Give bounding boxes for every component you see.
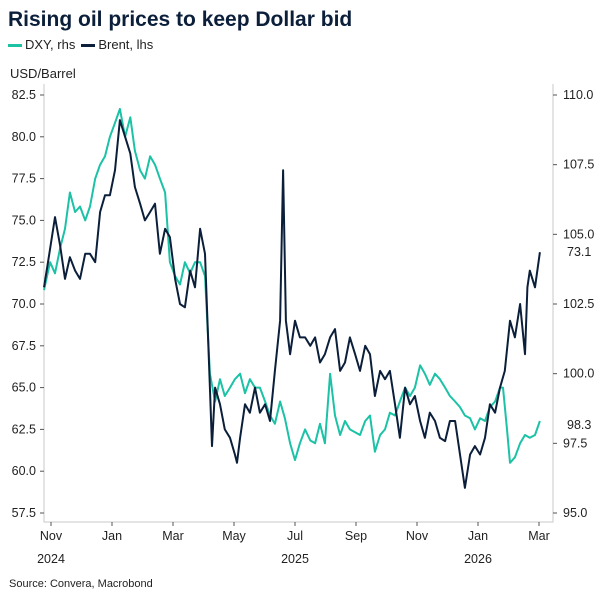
x-axis-tick-label: Mar <box>528 529 550 543</box>
left-axis-tick-label: 70.0 <box>12 297 36 311</box>
x-axis-tick-label: Mar <box>162 529 184 543</box>
legend-item-dxy: DXY, rhs <box>8 37 75 52</box>
left-axis-tick-label: 57.5 <box>12 506 36 520</box>
left-axis-tick-label: 80.0 <box>12 130 36 144</box>
left-axis-tick-label: 77.5 <box>12 172 36 186</box>
series-line-dxy <box>43 107 541 464</box>
right-axis-tick-label: 110.0 <box>563 88 593 102</box>
right-axis-tick-label: 102.5 <box>563 297 594 311</box>
x-axis-year-label: 2025 <box>281 552 309 566</box>
left-axis-tick-label: 60.0 <box>12 464 36 478</box>
legend: DXY, rhs Brent, lhs <box>8 37 153 52</box>
left-axis-tick-label: 82.5 <box>12 88 36 102</box>
x-axis-tick-label: Jan <box>468 529 488 543</box>
right-axis-tick-label: 97.5 <box>563 436 587 450</box>
legend-swatch-dxy <box>8 44 22 48</box>
x-axis-year-label: 2024 <box>37 552 65 566</box>
left-axis-tick-label: 62.5 <box>12 422 36 436</box>
x-axis-tick-label: Jul <box>287 529 303 543</box>
right-axis-tick-label: 100.0 <box>563 367 594 381</box>
end-value-label-brent: 73.1 <box>567 245 591 259</box>
end-value-label-dxy: 98.3 <box>567 418 591 432</box>
left-axis-tick-label: 65.0 <box>12 381 36 395</box>
y-axis-label: USD/Barrel <box>10 66 76 81</box>
legend-label-brent: Brent, lhs <box>98 37 154 52</box>
right-axis-tick-label: 105.0 <box>563 227 594 241</box>
x-axis-tick-label: Sep <box>345 529 367 543</box>
right-axis-tick-label: 107.5 <box>563 158 594 172</box>
x-axis-year-label: 2026 <box>464 552 492 566</box>
left-axis-tick-label: 67.5 <box>12 339 36 353</box>
x-axis-tick-label: Nov <box>406 529 429 543</box>
chart-title: Rising oil prices to keep Dollar bid <box>8 8 353 31</box>
legend-label-dxy: DXY, rhs <box>25 37 76 52</box>
x-axis-tick-label: Nov <box>40 529 63 543</box>
left-axis-tick-label: 75.0 <box>12 213 36 227</box>
left-axis-tick-label: 72.5 <box>12 255 36 269</box>
right-axis-tick-label: 95.0 <box>563 506 587 520</box>
legend-swatch-brent <box>81 44 96 48</box>
x-axis-tick-label: May <box>222 529 246 543</box>
plot-frame <box>43 84 554 523</box>
source-note: Source: Convera, Macrobond <box>9 578 153 590</box>
legend-item-brent: Brent, lhs <box>81 37 153 52</box>
x-axis-tick-label: Jan <box>102 529 122 543</box>
series-line-brent <box>43 119 541 489</box>
